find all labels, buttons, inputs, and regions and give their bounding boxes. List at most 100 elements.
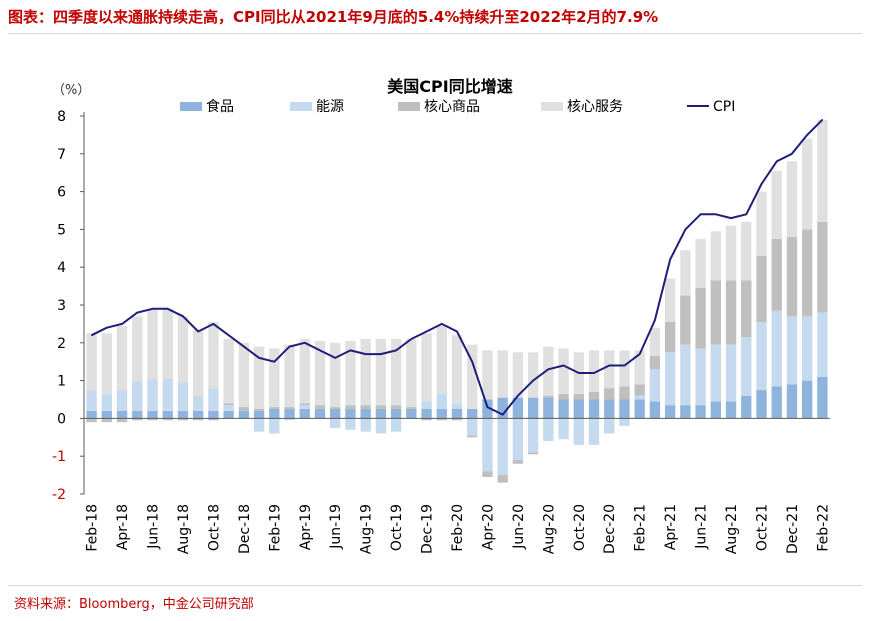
core-goods-bar bbox=[375, 405, 387, 409]
cpi-point bbox=[273, 361, 275, 363]
cpi-point bbox=[547, 368, 549, 370]
food-bar bbox=[725, 401, 737, 419]
cpi-point bbox=[486, 406, 489, 408]
core-goods-bar bbox=[345, 405, 356, 409]
core-goods-bar bbox=[421, 418, 432, 421]
core-services-bar bbox=[269, 348, 280, 408]
source-note: 资料来源：Bloomberg，中金公司研究部 bbox=[14, 597, 254, 612]
chart-header: 图表：四季度以来通胀持续走高，CPI同比从2021年9月底的5.4%持续升至20… bbox=[8, 8, 659, 26]
core-goods-bar bbox=[482, 471, 493, 477]
bar-series bbox=[86, 119, 828, 483]
core-goods-bar bbox=[238, 407, 250, 411]
cpi-point bbox=[776, 160, 778, 162]
core-services-bar bbox=[421, 333, 432, 402]
core-services-bar bbox=[725, 225, 737, 281]
cpi-point bbox=[791, 153, 793, 155]
chart-title: 美国CPI同比增速 bbox=[387, 77, 512, 96]
energy-bar bbox=[390, 418, 402, 432]
legend: 食品 能源 核心商品 核心服务 CPI bbox=[180, 98, 735, 115]
food-bar bbox=[360, 408, 371, 419]
core-services-bar bbox=[664, 278, 676, 323]
energy-bar bbox=[634, 395, 645, 400]
energy-bar bbox=[786, 316, 798, 385]
core-services-bar bbox=[634, 350, 645, 385]
cpi-point bbox=[760, 183, 763, 185]
legend-label: 核心商品 bbox=[424, 99, 480, 115]
energy-bar bbox=[619, 418, 630, 426]
core-services-bar bbox=[314, 340, 326, 406]
core-goods-bar bbox=[467, 435, 478, 438]
food-bar bbox=[406, 408, 417, 419]
energy-bar bbox=[741, 337, 752, 396]
food-bar bbox=[132, 410, 143, 419]
energy-bar bbox=[436, 393, 447, 409]
x-tick-label: Aug-20 bbox=[541, 504, 557, 554]
cpi-point bbox=[395, 349, 397, 351]
energy-bar bbox=[497, 418, 508, 476]
core-services-bar bbox=[649, 327, 661, 357]
energy-bar bbox=[573, 418, 584, 445]
core-services-bar bbox=[360, 339, 371, 406]
core-goods-bar bbox=[193, 418, 204, 421]
energy-bar bbox=[512, 418, 524, 460]
cpi-point bbox=[821, 119, 823, 121]
energy-bar bbox=[284, 418, 295, 421]
energy-bar bbox=[208, 388, 219, 411]
core-goods-bar bbox=[771, 238, 782, 311]
energy-bar bbox=[558, 418, 569, 440]
core-goods-bar bbox=[360, 405, 371, 409]
energy-bar bbox=[695, 348, 706, 406]
food-bar bbox=[101, 410, 113, 419]
food-bar bbox=[634, 399, 645, 419]
cpi-point bbox=[456, 330, 458, 333]
core-goods-bar bbox=[817, 221, 828, 313]
food-bar bbox=[497, 397, 508, 419]
cpi-point bbox=[654, 319, 656, 321]
cpi-point bbox=[228, 334, 230, 336]
cpi-point bbox=[745, 213, 747, 215]
legend-swatch bbox=[541, 102, 563, 111]
core-goods-bar bbox=[786, 236, 798, 317]
core-goods-bar bbox=[299, 403, 310, 406]
core-goods-bar bbox=[527, 452, 539, 455]
core-goods-bar bbox=[512, 459, 524, 464]
core-services-bar bbox=[177, 316, 189, 383]
y-tick-label: 4 bbox=[57, 260, 66, 276]
core-goods-bar bbox=[208, 418, 219, 421]
x-tick-label: Feb-18 bbox=[85, 504, 101, 552]
core-services-bar bbox=[680, 250, 691, 296]
core-goods-bar bbox=[649, 356, 661, 370]
legend-label: 核心服务 bbox=[567, 99, 623, 115]
food-bar bbox=[756, 390, 767, 419]
cpi-point bbox=[304, 342, 306, 344]
x-tick-label: Jun-19 bbox=[328, 504, 344, 550]
food-bar bbox=[573, 399, 584, 419]
energy-bar bbox=[299, 405, 310, 409]
core-goods-bar bbox=[253, 408, 265, 411]
bottom-rule bbox=[8, 585, 862, 586]
core-goods-bar bbox=[177, 418, 189, 421]
y-tick-label: -1 bbox=[52, 449, 66, 465]
x-tick-label: Oct-19 bbox=[389, 504, 405, 551]
cpi-point bbox=[243, 345, 245, 348]
food-bar bbox=[543, 397, 554, 419]
core-services-bar bbox=[710, 231, 721, 281]
core-services-bar bbox=[101, 333, 113, 394]
core-services-bar bbox=[436, 325, 447, 394]
cpi-point bbox=[806, 134, 808, 136]
food-bar bbox=[680, 405, 691, 419]
legend-label: 能源 bbox=[316, 99, 344, 115]
x-tick-label: Dec-20 bbox=[602, 504, 618, 554]
food-bar bbox=[619, 399, 630, 419]
axes: -2 -1 0 1 2 3 4 5 6 7 8 Feb-18 Apr-18 Jun-18 Aug-18 Oct… bbox=[52, 109, 831, 554]
y-tick-label: 7 bbox=[57, 147, 66, 163]
core-services-bar bbox=[299, 339, 310, 404]
core-services-bar bbox=[771, 170, 782, 239]
food-bar bbox=[786, 384, 798, 419]
x-tick-label: Apr-20 bbox=[480, 504, 496, 550]
core-services-bar bbox=[801, 138, 813, 230]
core-goods-bar bbox=[588, 391, 600, 400]
cpi-point bbox=[425, 330, 428, 333]
food-bar bbox=[314, 408, 326, 419]
core-goods-bar bbox=[604, 388, 615, 400]
